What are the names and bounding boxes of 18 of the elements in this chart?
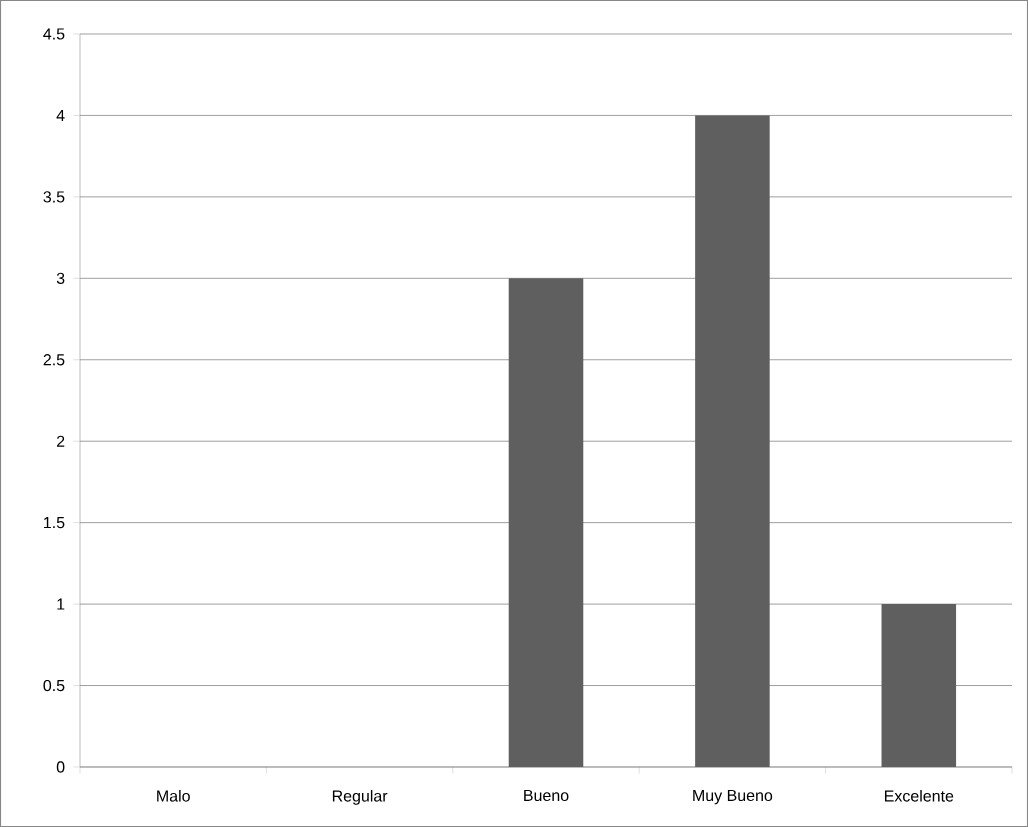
y-tick-label: 1.5 — [44, 517, 65, 529]
x-tick-label: Malo — [157, 789, 190, 802]
bar — [508, 278, 584, 767]
y-tick-label: 2 — [56, 435, 65, 447]
y-tick-label: 4 — [56, 109, 65, 121]
x-tick-label: Excelente — [884, 789, 954, 802]
y-tick-label: 2.5 — [43, 354, 65, 366]
y-tick-label: 0 — [56, 761, 65, 773]
bar — [881, 604, 957, 767]
x-tick-label: Muy Bueno — [693, 789, 773, 805]
y-tick-label: 3.5 — [43, 191, 65, 203]
bar — [695, 115, 770, 767]
y-tick-label: 1 — [57, 598, 65, 610]
y-tick-label: 4.5 — [43, 28, 65, 40]
x-tick-label: Bueno — [524, 789, 569, 802]
y-tick-label: 0.5 — [43, 679, 65, 692]
y-tick-label: 3 — [56, 272, 65, 284]
x-tick-label: Regular — [332, 789, 388, 805]
